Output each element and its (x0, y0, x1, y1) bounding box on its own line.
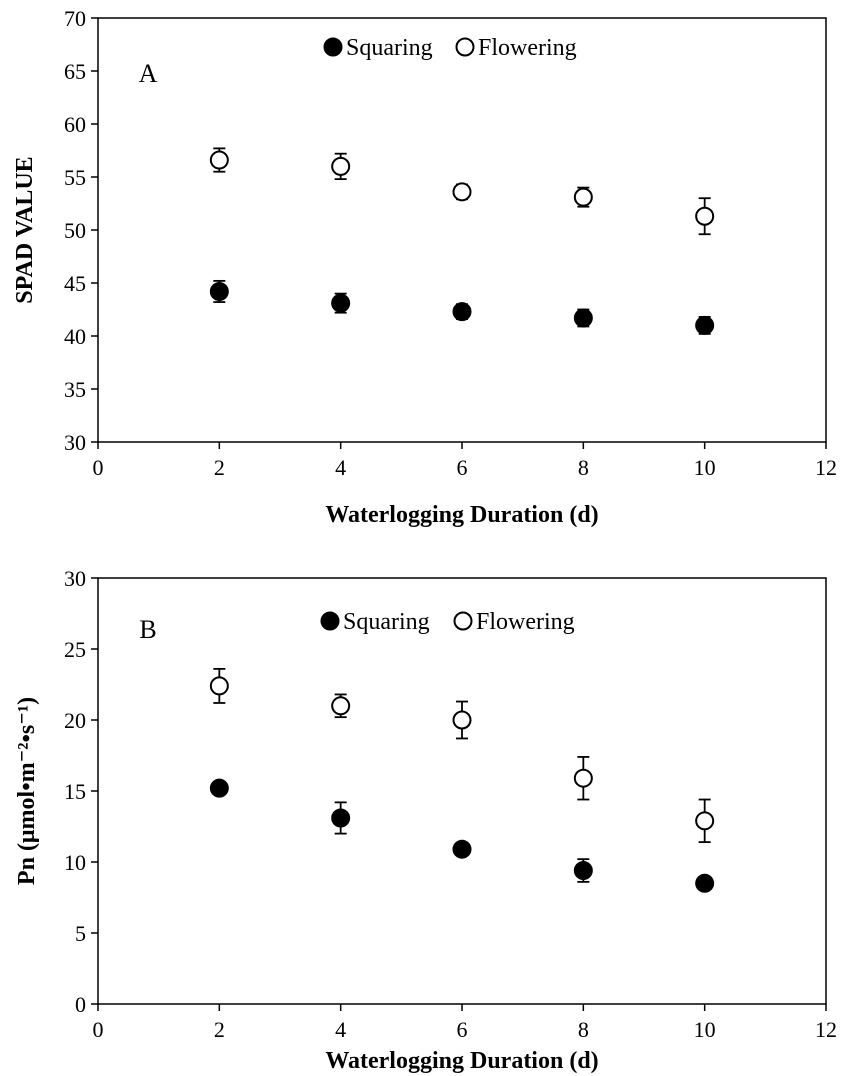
x-tick-label: 2 (214, 1017, 225, 1042)
y-tick-label: 35 (64, 377, 86, 402)
flowering-point (331, 696, 351, 716)
squaring-point (452, 839, 472, 859)
flowering-point (573, 768, 593, 788)
squaring-point (209, 281, 229, 301)
squaring-point (209, 778, 229, 798)
squaring-point (452, 302, 472, 322)
squaring-point (331, 808, 351, 828)
y-tick-label: 55 (64, 165, 86, 190)
flowering-point (695, 811, 715, 831)
x-tick-label: 8 (578, 1017, 589, 1042)
squaring-point (331, 293, 351, 313)
x-tick-label: 8 (578, 455, 589, 480)
y-tick-label: 5 (75, 921, 86, 946)
legend-marker-flowering (453, 611, 473, 631)
y-tick-label: 65 (64, 59, 86, 84)
plot-frame (97, 577, 827, 1005)
legend-label-flowering: Flowering (476, 609, 575, 635)
flowering-point (695, 206, 715, 226)
y-tick-label: 50 (64, 218, 86, 243)
panel-label: B (139, 615, 156, 644)
x-tick-label: 12 (815, 1017, 837, 1042)
flowering-point (209, 150, 229, 170)
y-tick-label: 0 (75, 992, 86, 1017)
x-tick-label: 10 (694, 455, 716, 480)
x-tick-label: 4 (335, 455, 346, 480)
legend-label-squaring: Squaring (346, 35, 433, 61)
squaring-point (573, 308, 593, 328)
flowering-point (209, 676, 229, 696)
y-tick-label: 20 (64, 708, 86, 733)
y-tick-label: 40 (64, 324, 86, 349)
y-tick-label: 10 (64, 850, 86, 875)
y-axis-title: Pn (μmol•m⁻²•s⁻¹) (14, 697, 40, 885)
flowering-point (452, 182, 472, 202)
squaring-point (695, 315, 715, 335)
legend-marker-squaring (323, 37, 343, 57)
panel-b: 0 5 10 15 20 25 30 0 2 4 6 8 10 12 Waterlogging Durati… (14, 566, 837, 1074)
x-axis-title: Waterlogging Duration (d) (325, 1048, 598, 1074)
y-tick-label: 15 (64, 779, 86, 804)
legend-marker-flowering (455, 37, 475, 57)
y-tick-label: 70 (64, 6, 86, 31)
x-tick-label: 6 (457, 1017, 468, 1042)
x-tick-label: 10 (694, 1017, 716, 1042)
y-tick-label: 25 (64, 637, 86, 662)
x-tick-label: 6 (457, 455, 468, 480)
legend-label-squaring: Squaring (343, 609, 430, 635)
flowering-point (573, 187, 593, 207)
x-tick-label: 2 (214, 455, 225, 480)
flowering-point (331, 156, 351, 176)
x-tick-label: 0 (93, 455, 104, 480)
x-tick-label: 4 (335, 1017, 346, 1042)
panel-a: 30 35 40 45 50 55 60 65 70 0 2 4 6 8 10 12 Waterlogging … (12, 6, 837, 528)
x-tick-label: 0 (93, 1017, 104, 1042)
y-tick-label: 30 (64, 430, 86, 455)
squaring-point (573, 861, 593, 881)
panel-label: A (139, 59, 158, 88)
y-tick-label: 45 (64, 271, 86, 296)
plot-frame (97, 17, 827, 443)
legend-marker-squaring (320, 611, 340, 631)
legend-label-flowering: Flowering (478, 35, 577, 61)
x-tick-label: 12 (815, 455, 837, 480)
y-tick-label: 60 (64, 112, 86, 137)
flowering-point (452, 710, 472, 730)
x-axis-title: Waterlogging Duration (d) (325, 502, 598, 528)
y-tick-label: 30 (64, 566, 86, 591)
y-axis-title: SPAD VALUE (12, 156, 38, 303)
squaring-point (695, 873, 715, 893)
